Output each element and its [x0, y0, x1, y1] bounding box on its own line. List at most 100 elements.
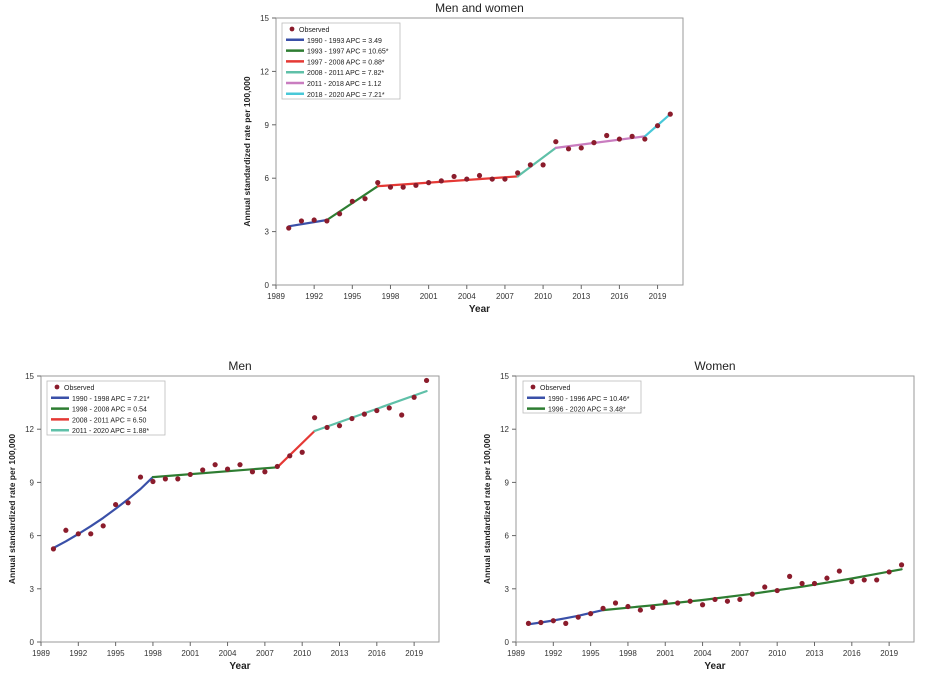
observed-point — [274, 463, 280, 470]
series-line-1 — [287, 218, 328, 228]
observed-point — [861, 577, 867, 583]
observed-point — [629, 133, 635, 139]
legend-label: 2008 - 2011 APC = 6.50 — [72, 417, 147, 424]
x-axis-label: Year — [704, 661, 725, 672]
x-tick-label: 2007 — [256, 649, 274, 658]
observed-point — [451, 173, 457, 180]
observed-point — [336, 211, 343, 217]
observed-point — [527, 162, 533, 168]
x-tick-label: 2010 — [293, 649, 311, 658]
y-tick-label: 0 — [30, 638, 35, 647]
observed-point — [298, 218, 305, 224]
observed-point — [799, 580, 805, 587]
x-tick-label: 2004 — [694, 649, 712, 658]
observed-point — [563, 620, 569, 626]
observed-point — [311, 217, 317, 223]
y-tick-label: 15 — [25, 372, 34, 381]
observed-point — [312, 415, 318, 421]
observed-point — [262, 469, 268, 475]
y-tick-label: 3 — [265, 228, 270, 237]
y-tick-label: 9 — [265, 121, 270, 130]
observed-point — [650, 604, 656, 611]
observed-point — [464, 176, 470, 182]
legend: Observed 1990 - 1998 APC = 7.21* 1998 - 20… — [46, 380, 166, 436]
legend-label: Observed — [64, 385, 94, 392]
x-tick-label: 2016 — [843, 649, 861, 658]
chart-title: Men — [228, 359, 251, 373]
x-tick-label: 1989 — [267, 292, 285, 301]
x-tick-label: 1989 — [507, 649, 525, 658]
plot-area-frame — [40, 375, 440, 643]
plot-area-frame — [275, 17, 684, 286]
observed-point — [125, 500, 131, 506]
observed-point — [237, 462, 243, 468]
legend-label: Observed — [299, 27, 329, 34]
x-tick-label: 2010 — [768, 649, 786, 658]
x-tick-label: 2001 — [656, 649, 674, 658]
legend-label: 2018 - 2020 APC = 7.21* — [307, 92, 385, 99]
y-tick-label: 9 — [505, 478, 510, 487]
series-line-3 — [276, 429, 316, 469]
observed-point — [675, 600, 681, 606]
legend-observed-marker — [54, 384, 60, 390]
x-tick-label: 1992 — [305, 292, 323, 301]
observed-point — [150, 478, 156, 485]
x-tick-label: 1995 — [582, 649, 600, 658]
observed-point — [349, 415, 355, 422]
series-line-4 — [313, 390, 428, 433]
observed-point — [362, 196, 368, 202]
y-tick-label: 0 — [265, 281, 270, 290]
observed-point — [361, 411, 367, 417]
observed-point — [299, 449, 305, 455]
observed-point — [575, 614, 581, 620]
series-line-3 — [376, 175, 519, 188]
observed-point — [100, 523, 106, 529]
observed-point — [249, 469, 256, 475]
panel-men-and-women: Men and women 0 3 6 9 12 15 1989 1992 1995 1998 200… — [242, 1, 684, 315]
x-tick-label: 2016 — [368, 649, 386, 658]
x-tick-label: 2007 — [731, 649, 749, 658]
x-tick-label: 1998 — [382, 292, 400, 301]
observed-point — [515, 170, 521, 176]
y-tick-label: 3 — [30, 585, 35, 594]
legend-label: 1990 - 1996 APC = 10.46* — [548, 396, 630, 403]
observed-point — [349, 198, 355, 204]
x-axis-label: Year — [469, 304, 490, 315]
legend: Observed 1990 - 1996 APC = 10.46* 1996 - 2… — [522, 380, 642, 414]
observed-point — [836, 568, 842, 574]
observed-point — [550, 618, 556, 624]
x-tick-label: 2013 — [331, 649, 349, 658]
observed-point — [811, 580, 818, 587]
observed-point — [489, 176, 495, 182]
observed-point — [212, 462, 218, 468]
x-tick-label: 2019 — [880, 649, 898, 658]
legend-label: 1996 - 2020 APC = 3.48* — [548, 407, 626, 414]
observed-point — [687, 598, 693, 604]
legend-label: 1990 - 1998 APC = 7.21* — [72, 396, 150, 403]
observed-point — [699, 602, 706, 608]
x-tick-label: 1992 — [544, 649, 562, 658]
y-tick-label: 0 — [505, 638, 510, 647]
observed-point — [667, 111, 673, 117]
observed-point — [113, 501, 119, 508]
series-line-2 — [601, 568, 903, 612]
x-tick-label: 2016 — [611, 292, 629, 301]
observed-point — [642, 136, 648, 142]
observed-point — [336, 423, 343, 429]
observed-point — [386, 405, 392, 411]
legend-observed-marker — [530, 384, 536, 390]
observed-point — [287, 453, 293, 459]
legend: Observed 1990 - 1993 APC = 3.49 1993 - 199… — [281, 22, 401, 100]
observed-point — [604, 132, 610, 139]
observed-point — [737, 596, 743, 603]
observed-point — [616, 136, 623, 142]
x-tick-label: 1998 — [619, 649, 637, 658]
observed-point — [50, 546, 57, 552]
legend-label: 2008 - 2011 APC = 7.82* — [307, 70, 384, 77]
observed-point — [187, 471, 193, 478]
observed-point — [565, 146, 572, 152]
observed-point — [886, 569, 892, 575]
plot-area-frame — [515, 375, 915, 643]
observed-point — [824, 575, 830, 581]
